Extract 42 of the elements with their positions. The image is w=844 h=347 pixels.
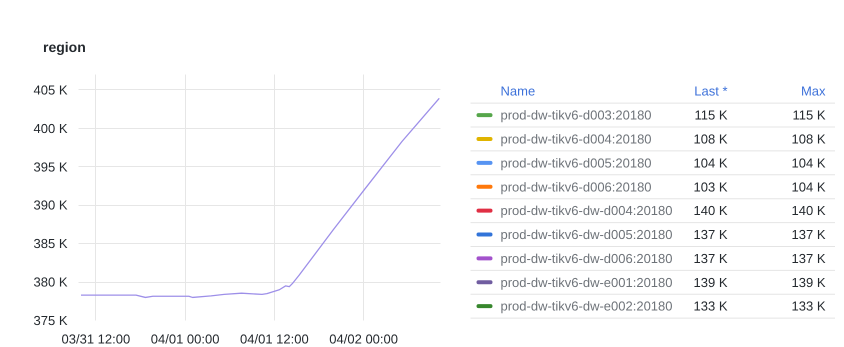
data-label: 133 K	[694, 298, 728, 314]
y-tick-label: 400 K	[34, 120, 68, 136]
data-label: 108 K	[694, 131, 728, 146]
data-label: 104 K	[792, 155, 826, 170]
text: Name	[500, 84, 536, 99]
y-tick-label: 375 K	[34, 313, 68, 328]
y-tick-label: 380 K	[34, 274, 68, 290]
category-label: prod-dw-tikv6-dw-e001:20180	[500, 274, 672, 290]
data-label: 139 K	[792, 274, 826, 290]
data-label: 108 K	[792, 131, 826, 146]
data-label: 104 K	[792, 179, 826, 194]
x-tick-label: 03/31 12:00	[62, 332, 130, 346]
data-label: 137 K	[792, 250, 826, 266]
text: Last *	[694, 84, 728, 99]
x-tick-label: 04/01 12:00	[240, 332, 309, 346]
data-label: 140 K	[792, 203, 826, 218]
chart-title: region	[43, 38, 86, 57]
category-label: prod-dw-tikv6-d004:20180	[500, 131, 652, 146]
data-label: 139 K	[694, 274, 728, 290]
data-label: 137 K	[792, 227, 826, 242]
category-label: prod-dw-tikv6-d003:20180	[500, 108, 652, 123]
category-label: prod-dw-tikv6-dw-d004:20180	[500, 203, 672, 218]
category-label: prod-dw-tikv6-d006:20180	[500, 179, 652, 194]
data-label: 133 K	[792, 298, 826, 314]
data-label: 104 K	[694, 155, 728, 170]
y-tick-label: 390 K	[34, 198, 68, 213]
data-label: 140 K	[694, 203, 728, 218]
x-tick-label: 04/02 00:00	[329, 332, 398, 346]
data-label: 103 K	[694, 179, 728, 194]
y-tick-label: 385 K	[34, 236, 68, 252]
data-label: 115 K	[792, 108, 826, 123]
category-label: prod-dw-tikv6-dw-e002:20180	[500, 298, 672, 314]
data-label: 115 K	[694, 108, 728, 123]
data-label: 137 K	[694, 227, 728, 242]
y-tick-label: 395 K	[34, 159, 68, 174]
category-label: prod-dw-tikv6-dw-d006:20180	[500, 250, 672, 266]
category-label: prod-dw-tikv6-d005:20180	[500, 155, 652, 170]
y-tick-label: 405 K	[34, 82, 68, 98]
category-label: prod-dw-tikv6-dw-d005:20180	[500, 227, 672, 242]
text: Max	[800, 84, 826, 99]
x-tick-label: 04/01 00:00	[150, 332, 220, 346]
data-label: 137 K	[694, 250, 728, 266]
